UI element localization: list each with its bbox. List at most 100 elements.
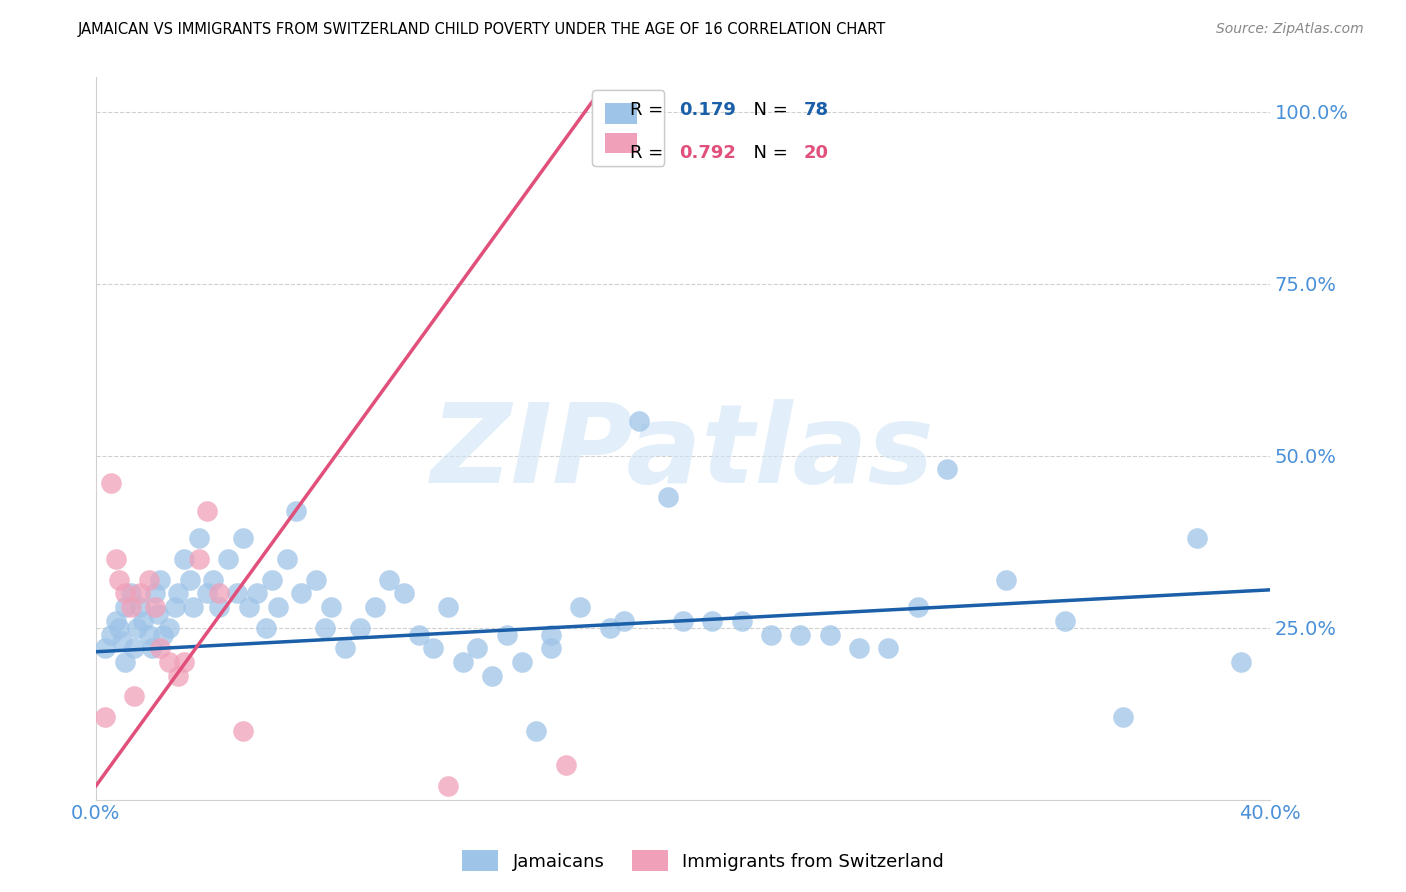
Point — [540, 627, 562, 641]
Point — [290, 586, 312, 600]
Point — [179, 573, 201, 587]
Point — [437, 600, 460, 615]
Point — [143, 586, 166, 600]
Point — [730, 614, 752, 628]
Point — [554, 758, 576, 772]
Point — [93, 641, 115, 656]
Text: 0.792: 0.792 — [679, 145, 737, 162]
Point — [364, 600, 387, 615]
Point — [202, 573, 225, 587]
Text: ZIPatlas: ZIPatlas — [432, 400, 935, 507]
Point — [284, 504, 307, 518]
Point — [157, 621, 180, 635]
Point — [789, 627, 811, 641]
Point — [129, 600, 152, 615]
Point — [319, 600, 342, 615]
Point — [276, 552, 298, 566]
Point — [165, 600, 187, 615]
Point — [422, 641, 444, 656]
Point — [254, 621, 277, 635]
Point — [146, 607, 169, 621]
Point — [108, 621, 131, 635]
Point — [208, 600, 231, 615]
Text: N =: N = — [741, 101, 793, 119]
Point — [208, 586, 231, 600]
Point — [267, 600, 290, 615]
Point — [1185, 531, 1208, 545]
Text: R =: R = — [630, 101, 669, 119]
Text: N =: N = — [741, 145, 793, 162]
Point — [524, 723, 547, 738]
Point — [197, 586, 219, 600]
Point — [1053, 614, 1076, 628]
Point — [481, 669, 503, 683]
Point — [114, 655, 136, 669]
Text: 20: 20 — [804, 145, 830, 162]
Point — [569, 600, 592, 615]
Point — [260, 573, 283, 587]
Point — [672, 614, 695, 628]
Legend: Jamaicans, Immigrants from Switzerland: Jamaicans, Immigrants from Switzerland — [456, 843, 950, 879]
Point — [167, 586, 190, 600]
Point — [335, 641, 357, 656]
Point — [173, 552, 195, 566]
Point — [408, 627, 430, 641]
Point — [152, 627, 174, 641]
Point — [232, 723, 254, 738]
Point — [451, 655, 474, 669]
Point — [246, 586, 269, 600]
Point — [141, 641, 163, 656]
Point — [143, 600, 166, 615]
Point — [495, 627, 517, 641]
Point — [232, 531, 254, 545]
Point — [105, 614, 128, 628]
Text: Source: ZipAtlas.com: Source: ZipAtlas.com — [1216, 22, 1364, 37]
Point — [305, 573, 328, 587]
Point — [217, 552, 239, 566]
Point — [613, 614, 636, 628]
Point — [907, 600, 929, 615]
Point — [120, 600, 142, 615]
Point — [314, 621, 336, 635]
Point — [138, 573, 160, 587]
Point — [936, 462, 959, 476]
Text: 78: 78 — [804, 101, 830, 119]
Point — [818, 627, 841, 641]
Point — [599, 621, 621, 635]
Text: JAMAICAN VS IMMIGRANTS FROM SWITZERLAND CHILD POVERTY UNDER THE AGE OF 16 CORREL: JAMAICAN VS IMMIGRANTS FROM SWITZERLAND … — [77, 22, 886, 37]
Point — [1112, 710, 1135, 724]
Point — [122, 641, 145, 656]
Point — [138, 627, 160, 641]
Point — [173, 655, 195, 669]
Point — [759, 627, 782, 641]
Legend: , : , — [592, 90, 665, 166]
Point — [149, 573, 172, 587]
Point — [120, 586, 142, 600]
Point — [225, 586, 247, 600]
Point — [238, 600, 260, 615]
Point — [108, 573, 131, 587]
Point — [437, 779, 460, 793]
Point — [114, 586, 136, 600]
Point — [132, 614, 155, 628]
Point — [467, 641, 489, 656]
Point — [111, 634, 134, 648]
Point — [114, 600, 136, 615]
Point — [510, 655, 533, 669]
Point — [100, 476, 122, 491]
Point — [105, 552, 128, 566]
Point — [129, 586, 152, 600]
Point — [392, 586, 415, 600]
Text: 0.179: 0.179 — [679, 101, 737, 119]
Point — [100, 627, 122, 641]
Point — [197, 504, 219, 518]
Point — [1229, 655, 1251, 669]
Point — [994, 573, 1017, 587]
Text: R =: R = — [630, 145, 669, 162]
Point — [657, 490, 679, 504]
Point — [702, 614, 724, 628]
Point — [167, 669, 190, 683]
Point — [125, 621, 148, 635]
Point — [181, 600, 204, 615]
Point — [877, 641, 900, 656]
